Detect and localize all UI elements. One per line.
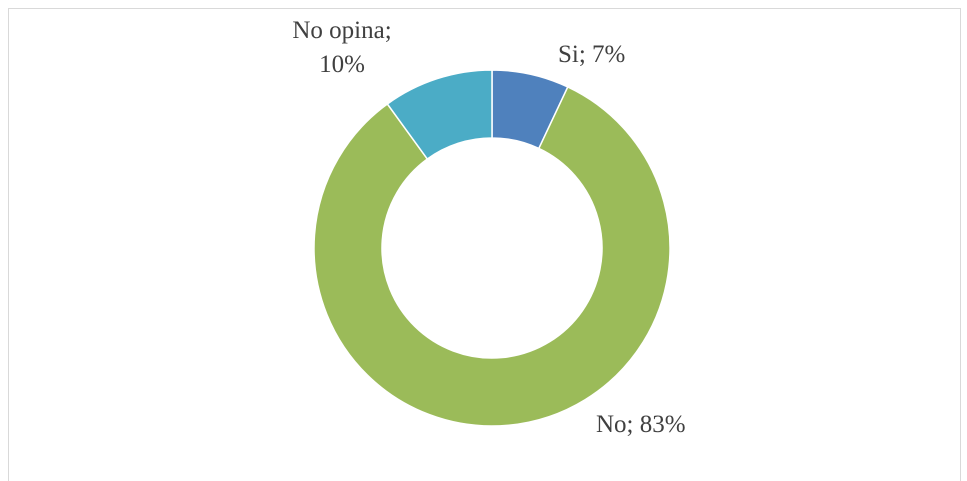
data-label: No; 83% bbox=[596, 411, 686, 438]
donut-slice bbox=[313, 85, 671, 427]
data-label-line: No; 83% bbox=[596, 411, 686, 438]
donut-slice bbox=[386, 69, 493, 161]
data-label: Si; 7% bbox=[558, 41, 625, 68]
data-label: No opina; 10% bbox=[292, 17, 391, 78]
data-label-line: Si; 7% bbox=[558, 41, 625, 68]
data-label-line: 10% bbox=[319, 51, 365, 78]
data-label-line: No opina; bbox=[292, 17, 391, 44]
chart-frame bbox=[8, 8, 961, 481]
